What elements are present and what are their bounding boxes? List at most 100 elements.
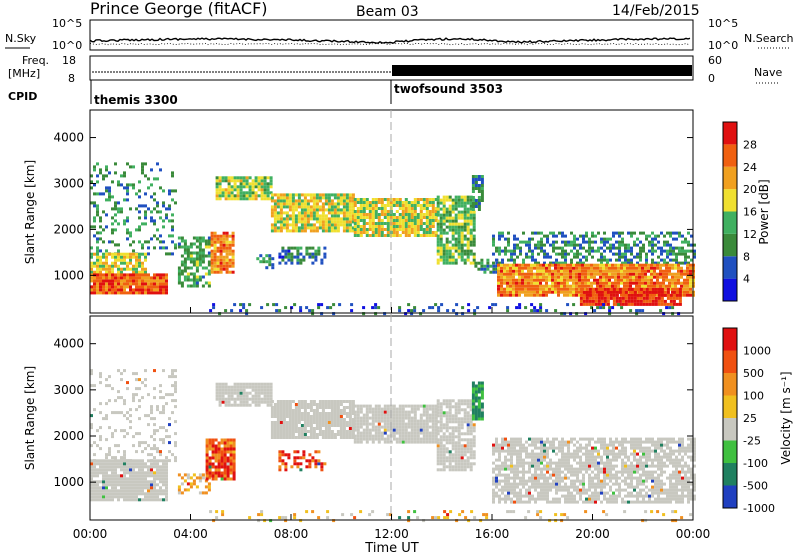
heatmap-cell bbox=[327, 223, 331, 227]
heatmap-cell bbox=[684, 252, 687, 256]
heatmap-cell bbox=[156, 204, 159, 208]
heatmap-cell bbox=[207, 272, 211, 276]
heatmap-cell bbox=[608, 309, 612, 313]
heatmap-cell bbox=[306, 220, 310, 224]
heatmap-cell bbox=[457, 465, 461, 469]
heatmap-cell bbox=[439, 441, 443, 445]
heatmap-cell bbox=[288, 208, 292, 212]
heatmap-cell bbox=[111, 465, 114, 469]
heatmap-cell bbox=[380, 210, 384, 213]
heatmap-cell bbox=[668, 278, 671, 282]
heatmap-cell bbox=[186, 272, 190, 276]
heatmap-cell bbox=[551, 287, 554, 291]
heatmap-cell bbox=[620, 293, 623, 297]
heatmap-cell bbox=[223, 441, 227, 445]
heatmap-cell bbox=[477, 261, 481, 265]
heatmap-cell bbox=[500, 287, 503, 291]
heatmap-cell bbox=[348, 433, 352, 436]
heatmap-cell bbox=[324, 208, 328, 212]
heatmap-cell bbox=[117, 459, 120, 463]
heatmap-cell bbox=[448, 405, 452, 409]
heatmap-cell bbox=[153, 291, 156, 295]
heatmap-cell bbox=[232, 447, 236, 451]
heatmap-cell bbox=[324, 214, 328, 218]
heatmap-cell bbox=[123, 459, 126, 463]
heatmap-cell bbox=[410, 437, 414, 441]
heatmap-cell bbox=[224, 194, 228, 198]
heatmap-cell bbox=[141, 483, 144, 487]
heatmap-cell bbox=[374, 428, 378, 432]
heatmap-cell bbox=[603, 237, 606, 241]
heatmap-cell bbox=[422, 309, 426, 313]
heatmap-cell bbox=[681, 261, 684, 265]
heatmap-cell bbox=[279, 208, 283, 212]
heatmap-cell bbox=[353, 231, 357, 234]
heatmap-cell bbox=[126, 417, 129, 421]
heatmap-cell bbox=[436, 252, 440, 256]
heatmap-cell bbox=[671, 312, 675, 316]
heatmap-cell bbox=[216, 240, 220, 244]
heatmap-cell bbox=[303, 226, 307, 230]
heatmap-cell bbox=[312, 421, 316, 424]
heatmap-cell bbox=[138, 240, 141, 244]
heatmap-cell bbox=[207, 236, 211, 240]
heatmap-cell bbox=[442, 198, 446, 202]
noise-left-tick-top: 10^5 bbox=[52, 17, 82, 30]
heatmap-cell bbox=[436, 405, 440, 409]
heatmap-cell bbox=[165, 465, 168, 469]
heatmap-cell bbox=[647, 284, 650, 288]
heatmap-cell bbox=[318, 421, 322, 424]
heatmap-cell bbox=[386, 222, 390, 225]
heatmap-cell bbox=[99, 288, 102, 292]
heatmap-cell bbox=[303, 400, 307, 403]
heatmap-cell bbox=[205, 468, 209, 472]
heatmap-cell bbox=[624, 249, 627, 253]
heatmap-cell bbox=[454, 447, 458, 451]
heatmap-cell bbox=[353, 216, 357, 219]
heatmap-cell bbox=[211, 453, 215, 457]
heatmap-cell bbox=[454, 456, 458, 460]
heatmap-cell bbox=[291, 229, 295, 233]
heatmap-cell bbox=[141, 270, 144, 274]
heatmap-cell bbox=[156, 408, 159, 412]
heatmap-cell bbox=[585, 287, 589, 291]
heatmap-cell bbox=[294, 226, 298, 230]
heatmap-cell bbox=[233, 397, 237, 401]
heatmap-cell bbox=[594, 249, 597, 253]
heatmap-cell bbox=[318, 226, 322, 230]
heatmap-cell bbox=[639, 258, 642, 262]
heatmap-cell bbox=[300, 220, 304, 224]
heatmap-cell bbox=[515, 269, 518, 273]
heatmap-cell bbox=[471, 175, 475, 178]
heatmap-cell bbox=[90, 477, 93, 481]
heatmap-cell bbox=[407, 422, 411, 426]
heatmap-cell bbox=[463, 222, 467, 226]
heatmap-cell bbox=[466, 216, 470, 220]
heatmap-cell bbox=[129, 471, 132, 475]
heatmap-cell bbox=[503, 266, 506, 270]
heatmap-cell bbox=[105, 483, 108, 487]
heatmap-cell bbox=[451, 432, 455, 436]
heatmap-cell bbox=[221, 385, 225, 389]
heatmap-cell bbox=[345, 229, 349, 233]
heatmap-cell bbox=[665, 272, 668, 276]
heatmap-cell bbox=[448, 453, 452, 457]
heatmap-cell bbox=[263, 185, 267, 189]
heatmap-cell bbox=[407, 416, 411, 420]
heatmap-cell bbox=[451, 228, 455, 232]
y-tick-label: 2000 bbox=[53, 222, 84, 236]
heatmap-cell bbox=[654, 287, 658, 291]
heatmap-cell bbox=[555, 252, 558, 256]
heatmap-cell bbox=[451, 246, 455, 250]
heatmap-cell bbox=[383, 210, 387, 213]
heatmap-cell bbox=[266, 388, 270, 392]
heatmap-cell bbox=[672, 299, 676, 303]
heatmap-cell bbox=[395, 422, 399, 426]
heatmap-cell bbox=[108, 282, 111, 286]
heatmap-cell bbox=[582, 234, 585, 238]
heatmap-cell bbox=[205, 462, 209, 466]
heatmap-cell bbox=[413, 431, 417, 435]
heatmap-cell bbox=[566, 281, 569, 285]
heatmap-cell bbox=[693, 249, 696, 253]
heatmap-cell bbox=[656, 278, 659, 282]
